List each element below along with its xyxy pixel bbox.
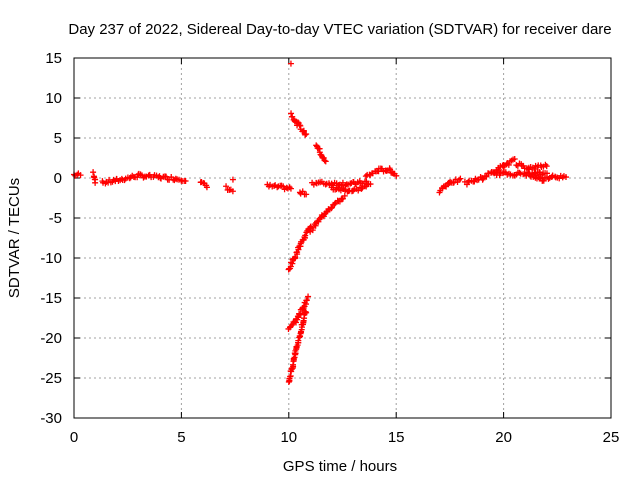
data-point	[331, 201, 338, 208]
data-point	[288, 322, 295, 329]
y-tick-label: -20	[40, 330, 62, 347]
x-axis-label: GPS time / hours	[283, 458, 397, 475]
data-point	[163, 173, 170, 180]
data-point	[302, 232, 309, 239]
y-tick-label: -10	[40, 250, 62, 267]
y-tick-label: -15	[40, 290, 62, 307]
data-point	[323, 209, 330, 216]
data-point	[223, 183, 230, 190]
data-point	[505, 161, 512, 168]
x-tick-label: 5	[177, 429, 185, 446]
data-point	[545, 175, 552, 182]
data-point	[229, 188, 236, 195]
data-point	[90, 169, 97, 176]
data-point	[322, 158, 329, 165]
data-point	[511, 156, 518, 162]
data-point	[457, 175, 464, 182]
x-tick-label: 25	[603, 429, 620, 446]
data-point	[387, 166, 394, 173]
data-point	[287, 60, 294, 67]
data-point	[229, 176, 236, 183]
data-point	[299, 188, 306, 195]
data-point	[321, 157, 328, 164]
y-tick-label: 5	[54, 130, 62, 147]
y-tick-label: 15	[45, 50, 62, 67]
data-point	[341, 192, 348, 199]
data-point	[355, 187, 362, 194]
x-tick-label: 15	[388, 429, 405, 446]
data-point	[203, 184, 210, 191]
y-tick-label: -25	[40, 370, 62, 387]
data-point	[300, 127, 307, 134]
data-point	[289, 113, 296, 120]
data-point	[540, 177, 547, 184]
data-point	[500, 170, 507, 177]
y-tick-label: 10	[45, 90, 62, 107]
data-point	[288, 110, 295, 117]
data-point	[531, 165, 538, 172]
data-point	[274, 184, 281, 191]
x-tick-label: 20	[495, 429, 512, 446]
grid-lines	[74, 58, 611, 418]
data-point	[182, 178, 189, 185]
x-tick-label: 10	[280, 429, 297, 446]
y-tick-label: -5	[49, 210, 62, 227]
data-point	[305, 293, 312, 300]
data-point	[393, 172, 400, 179]
data-point	[456, 176, 463, 183]
data-point	[543, 163, 550, 170]
data-point	[516, 169, 523, 176]
axis-ticks: 0 5 10 15 20 25 15 10 5 0 -5 -10 -15 -20 -25 -30	[40, 50, 619, 446]
data-point	[562, 174, 569, 181]
y-tick-label: 0	[54, 170, 62, 187]
data-point	[483, 173, 490, 180]
data-point	[296, 122, 303, 129]
data-point	[303, 131, 310, 138]
data-point	[367, 181, 374, 188]
data-points	[70, 60, 569, 385]
data-point	[77, 172, 84, 179]
data-point	[362, 173, 369, 180]
data-point	[315, 218, 322, 225]
data-point	[295, 337, 302, 344]
y-tick-label: -30	[40, 410, 62, 427]
chart-title: Day 237 of 2022, Sidereal Day-to-day VTE…	[68, 21, 611, 38]
data-point	[302, 308, 309, 315]
x-tick-label: 0	[70, 429, 78, 446]
y-axis-label: SDTVAR / TECUs	[6, 178, 23, 298]
data-point	[295, 246, 302, 253]
data-point	[296, 189, 303, 196]
data-point	[303, 191, 310, 198]
data-point	[92, 179, 99, 186]
data-point	[302, 131, 309, 138]
plot-frame	[73, 57, 612, 419]
data-point	[287, 185, 294, 192]
data-point	[358, 185, 365, 192]
data-point	[303, 297, 310, 304]
